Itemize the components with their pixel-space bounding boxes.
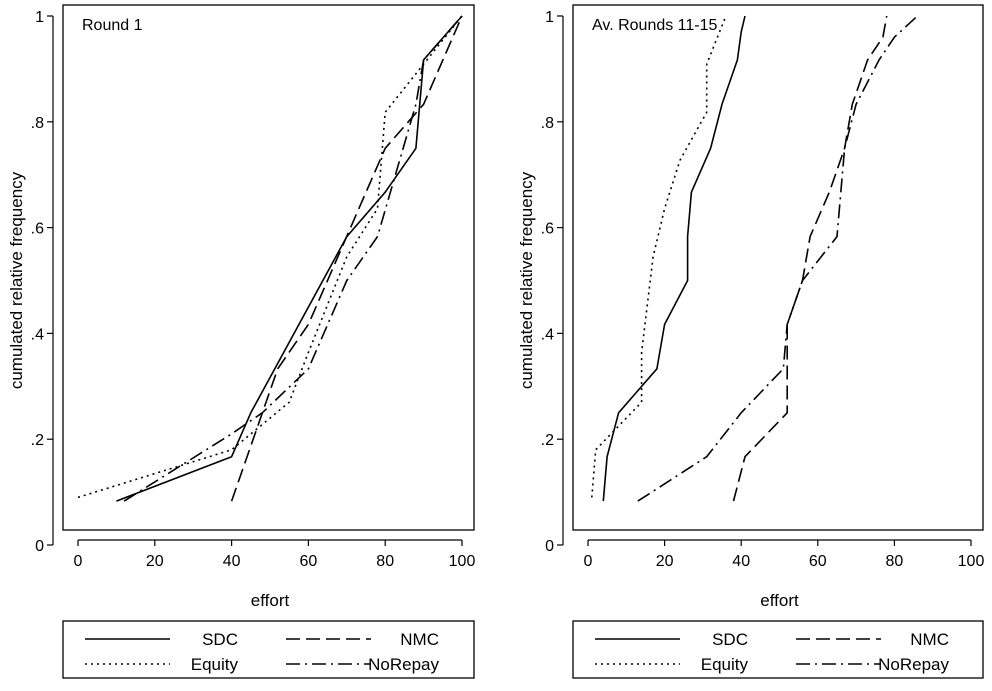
- y-axis-title: cumulated relative frequency: [517, 171, 536, 389]
- y-tick-label: .2: [541, 432, 554, 449]
- y-tick-label: .8: [541, 115, 554, 132]
- y-tick-label: .4: [31, 326, 44, 343]
- panel-title: Av. Rounds 11-15: [592, 17, 718, 34]
- y-tick-label: 0: [35, 538, 44, 555]
- x-tick-label: 80: [376, 553, 394, 570]
- series-line-nmc: [230, 15, 463, 502]
- plot-frame: [572, 4, 984, 531]
- y-axis-title: cumulated relative frequency: [7, 171, 26, 389]
- legend-label-norepay: NoRepay: [368, 655, 439, 674]
- y-tick-label: 1: [35, 9, 44, 26]
- series-line-sdc: [602, 15, 746, 502]
- legend-label-nmc: NMC: [910, 630, 949, 649]
- series-line-norepay: [123, 15, 463, 502]
- series-line-norepay: [637, 15, 918, 502]
- x-tick-label: 60: [300, 553, 318, 570]
- legend-label-sdc: SDC: [202, 630, 238, 649]
- x-tick-label: 100: [958, 553, 985, 570]
- y-tick-label: .6: [541, 221, 554, 238]
- series-line-nmc: [732, 15, 888, 502]
- x-tick-label: 100: [449, 553, 476, 570]
- y-tick-label: .4: [541, 326, 554, 343]
- chart-panel-2: 0 .2 .4 .6 .8 1 0 20 40 60 80 100 effort cumulated re…: [517, 4, 985, 679]
- series-line-sdc: [116, 15, 463, 502]
- y-tick-label: 1: [545, 9, 554, 26]
- x-tick-label: 0: [584, 553, 593, 570]
- y-tick-label: 0: [545, 538, 554, 555]
- chart-panel-1: 0 .2 .4 .6 .8 1 0 20 40 60 80 100 effort cumulated re…: [7, 4, 476, 679]
- y-tick-label: .8: [31, 115, 44, 132]
- x-tick-label: 40: [732, 553, 750, 570]
- x-tick-label: 20: [146, 553, 164, 570]
- x-tick-label: 60: [809, 553, 827, 570]
- y-tick-label: .6: [31, 221, 44, 238]
- x-axis-title: effort: [760, 591, 799, 610]
- panel-title: Round 1: [82, 17, 143, 34]
- plot-frame: [62, 4, 475, 531]
- y-tick-label: .2: [31, 432, 44, 449]
- legend: SDC NMC Equity NoRepay: [62, 620, 475, 679]
- series-line-equity: [591, 15, 727, 498]
- legend-label-equity: Equity: [191, 655, 239, 674]
- x-tick-label: 20: [656, 553, 674, 570]
- x-axis-title: effort: [251, 591, 290, 610]
- legend-box: [572, 620, 984, 679]
- legend-label-nmc: NMC: [400, 630, 439, 649]
- x-tick-label: 80: [886, 553, 904, 570]
- legend-label-sdc: SDC: [712, 630, 748, 649]
- legend-box: [62, 620, 475, 679]
- x-tick-label: 0: [74, 553, 83, 570]
- legend-label-equity: Equity: [701, 655, 749, 674]
- x-tick-label: 40: [223, 553, 241, 570]
- legend: SDC NMC Equity NoRepay: [572, 620, 984, 679]
- legend-label-norepay: NoRepay: [878, 655, 949, 674]
